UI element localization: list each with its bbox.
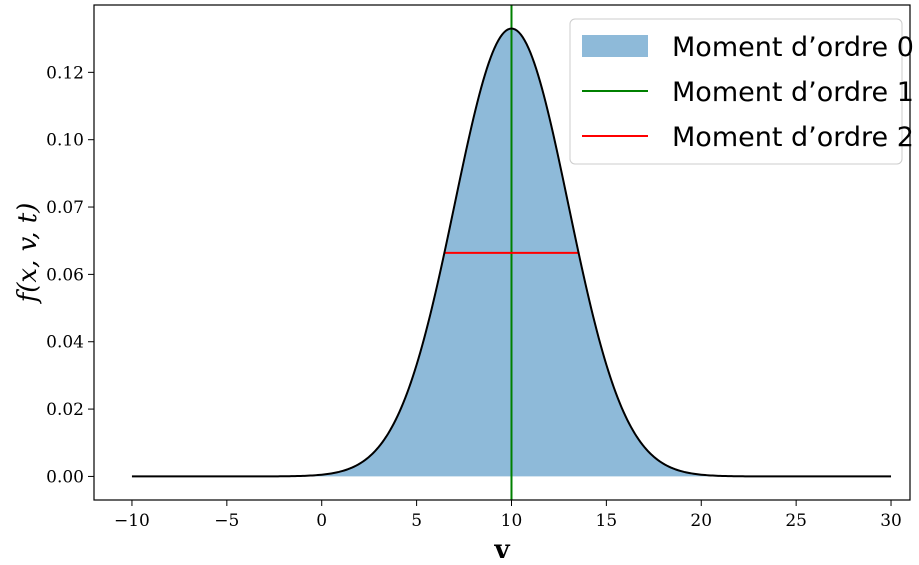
x-tick-label: 0 <box>316 511 327 531</box>
legend: Moment d’ordre 0 Moment d’ordre 1 Moment d… <box>569 18 914 165</box>
x-tick-label: −10 <box>114 511 150 531</box>
x-tick-label: 25 <box>785 511 807 531</box>
x-tick-label: 30 <box>880 511 902 531</box>
y-tick-label: 0.10 <box>46 131 84 151</box>
x-tick-label: 5 <box>411 511 422 531</box>
y-axis-label: f(x, v, t) <box>13 203 43 305</box>
x-axis-label: v <box>493 535 510 565</box>
y-tick-label: 0.02 <box>46 400 84 420</box>
plot-area <box>131 5 892 500</box>
axes: −10 −5 0 5 10 15 20 25 30 0.00 0.02 0.04 0.06 0.07 0.1… <box>46 4 911 531</box>
legend-swatch <box>582 35 648 57</box>
y-tick-label: 0.06 <box>46 265 84 285</box>
y-tick-label: 0.07 <box>46 198 84 218</box>
x-tick-label: 10 <box>501 511 523 531</box>
x-tick-label: 20 <box>690 511 712 531</box>
y-tick-label: 0.12 <box>46 63 84 83</box>
legend-label: Moment d’ordre 1 <box>672 77 914 108</box>
x-tick-label: 15 <box>596 511 618 531</box>
legend-box <box>569 18 903 165</box>
y-tick-label: 0.00 <box>46 467 84 487</box>
axes-frame <box>93 4 911 501</box>
density-curve <box>131 27 892 478</box>
y-tick-label: 0.04 <box>46 333 84 353</box>
x-tick-label: −5 <box>214 511 239 531</box>
legend-label: Moment d’ordre 0 <box>672 32 914 63</box>
legend-label: Moment d’ordre 2 <box>672 122 914 153</box>
